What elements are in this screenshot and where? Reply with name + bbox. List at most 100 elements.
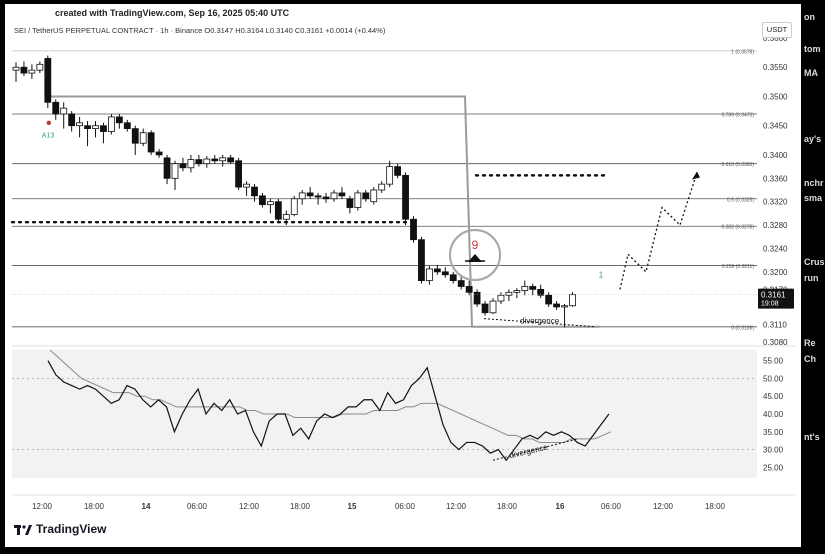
currency-button[interactable]: USDT	[762, 22, 792, 38]
candle-bullish	[569, 294, 576, 307]
candle-bullish	[187, 159, 195, 169]
candle-bullish	[12, 66, 20, 71]
candle-bearish	[449, 274, 457, 282]
time-tick-label: 14	[142, 502, 151, 511]
candle-bearish	[529, 286, 537, 290]
side-text-10: Ch	[804, 354, 816, 364]
candle-bullish	[298, 192, 306, 200]
candle-bearish	[84, 125, 91, 130]
candle-bearish	[322, 196, 330, 200]
candle-bearish	[259, 195, 266, 206]
candle-bearish	[20, 66, 28, 74]
candle-bullish	[219, 157, 227, 162]
candle-bullish	[513, 290, 521, 293]
time-tick-label: 06:00	[601, 502, 622, 511]
candle-bullish	[354, 192, 362, 208]
side-text-11: nt's	[804, 432, 820, 442]
rsi-tick-label: 25.00	[763, 463, 784, 472]
time-tick-label: 12:00	[653, 502, 674, 511]
candle-bearish	[155, 151, 163, 156]
fib-anchor-path	[47, 95, 600, 328]
candle-bearish	[227, 157, 235, 163]
price-tick-label: 0.3200	[763, 268, 788, 277]
symbol-line[interactable]: SEI / TetherUS PERPETUAL CONTRACT · 1h ·…	[14, 26, 203, 35]
side-text-7: Crus	[804, 257, 825, 267]
candle-bearish	[410, 218, 417, 241]
candle-bullish	[497, 294, 505, 302]
candle-bearish	[274, 201, 282, 220]
fib-level-label: 0.786 (0.3470)	[721, 113, 754, 119]
candle-bearish	[251, 186, 258, 197]
fib-level-label: 1 (0.3578)	[731, 49, 754, 55]
price-divergence-line	[483, 318, 597, 328]
candle-bearish	[473, 291, 481, 305]
side-text-6: sma	[804, 193, 823, 203]
candle-bullish	[28, 69, 36, 74]
candle-bullish	[92, 125, 99, 130]
rsi-divergence-line	[492, 438, 579, 461]
side-text-5: nchr	[804, 178, 824, 188]
candle-bearish	[441, 271, 449, 276]
time-tick-label: 12:00	[446, 502, 467, 511]
candle-bearish	[433, 268, 441, 273]
projection-path	[619, 172, 698, 290]
candle-bearish	[553, 303, 560, 308]
td-green-count: 1	[599, 271, 604, 280]
symbol-header: SEI / TetherUS PERPETUAL CONTRACT · 1h ·…	[14, 26, 385, 35]
price-divergence-label: divergence	[520, 316, 560, 325]
candle-bullish	[290, 198, 298, 215]
time-tick-label: 18:00	[705, 502, 726, 511]
candle-bullish	[76, 122, 83, 127]
td-sequential-circle	[448, 228, 502, 282]
time-tick-label: 18:00	[290, 502, 311, 511]
price-tick-label: 0.3450	[763, 122, 788, 131]
side-text-1: on	[804, 12, 815, 22]
a13-marker-dot	[46, 120, 51, 125]
fib-level-label: 0.5 (0.3325)	[727, 197, 754, 203]
side-text-4: ay's	[804, 134, 822, 144]
time-tick-label: 12:00	[239, 502, 260, 511]
price-tick-label: 0.3280	[763, 221, 788, 230]
candle-bearish	[402, 174, 409, 220]
candle-bullish	[561, 305, 568, 308]
side-text-8: run	[804, 273, 819, 283]
candle-bearish	[306, 192, 314, 197]
tradingview-logo-text: TradingView	[36, 522, 107, 536]
candle-bullish	[171, 163, 179, 179]
candle-bearish	[314, 195, 322, 198]
side-text-2: tom	[804, 44, 821, 54]
rsi-line	[47, 360, 610, 462]
price-tick-label: 0.3320	[763, 198, 788, 207]
price-tick-label: 0.3400	[763, 151, 788, 160]
candle-bearish	[195, 159, 203, 165]
candle-bearish	[545, 294, 553, 305]
time-tick-label: 12:00	[32, 502, 53, 511]
time-tick-label: 06:00	[395, 502, 416, 511]
candle-bullish	[330, 192, 338, 200]
rsi-tick-label: 45.00	[763, 392, 784, 401]
rsi-tick-label: 40.00	[763, 410, 784, 419]
candle-bearish	[457, 280, 465, 287]
candle-bearish	[394, 166, 402, 176]
candle-bullish	[266, 201, 274, 206]
rsi-tick-label: 55.00	[763, 357, 784, 366]
price-tick-label: 0.3500	[763, 92, 788, 101]
candle-bearish	[115, 116, 123, 124]
candle-bearish	[52, 101, 60, 115]
price-tick-label: 0.3080	[763, 338, 788, 347]
current-price-badge	[758, 288, 794, 309]
time-tick-label: 16	[556, 502, 565, 511]
time-tick-label: 18:00	[84, 502, 105, 511]
arrow-up-icon	[468, 254, 482, 262]
tradingview-logo[interactable]: TradingView	[14, 522, 106, 536]
candle-bullish	[243, 183, 250, 188]
candle-bearish	[465, 286, 473, 293]
candle-bullish	[386, 166, 394, 185]
time-tick-label: 18:00	[497, 502, 518, 511]
candle-bearish	[68, 113, 76, 127]
candle-bullish	[139, 132, 147, 144]
rsi-tick-label: 50.00	[763, 374, 784, 383]
fib-level-label: 0.618 (0.3385)	[721, 162, 754, 168]
